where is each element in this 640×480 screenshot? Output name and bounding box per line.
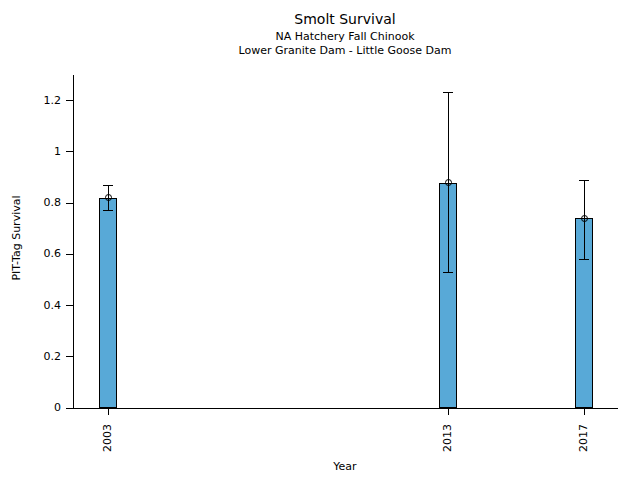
error-bar-cap-top <box>579 180 589 181</box>
chart-title: Smolt Survival <box>73 11 617 28</box>
y-axis-label: PIT-Tag Survival <box>10 158 24 318</box>
y-tick <box>66 305 73 306</box>
chart-subtitle-stock: NA Hatchery Fall Chinook <box>73 30 617 44</box>
value-marker <box>445 179 452 186</box>
y-tick <box>66 100 73 101</box>
error-bar-cap-top <box>103 185 113 186</box>
y-tick <box>66 151 73 152</box>
chart-subtitle-reach: Lower Granite Dam - Little Goose Dam <box>73 44 617 58</box>
x-tick <box>448 409 449 415</box>
value-marker <box>581 215 588 222</box>
survival-bar <box>99 198 117 408</box>
x-tick-label: 2013 <box>442 416 454 460</box>
x-tick <box>584 409 585 415</box>
y-tick-label: 0.4 <box>21 299 61 313</box>
x-tick-label: 2003 <box>102 416 114 460</box>
x-axis-label: Year <box>73 460 617 474</box>
y-tick-label: 1 <box>21 145 61 159</box>
y-tick <box>66 408 73 409</box>
y-tick-label: 0.6 <box>21 247 61 261</box>
y-tick <box>66 254 73 255</box>
y-tick-label: 0.8 <box>21 196 61 210</box>
y-tick-label: 0.2 <box>21 350 61 364</box>
y-tick-label: 1.2 <box>21 94 61 108</box>
smolt-survival-chart: Smolt Survival NA Hatchery Fall Chinook … <box>0 0 640 480</box>
plot-area: 00.20.40.60.811.2200320132017 <box>73 75 618 409</box>
x-tick-label: 2017 <box>578 416 590 460</box>
error-bar-cap-bottom <box>103 210 113 211</box>
y-tick <box>66 203 73 204</box>
y-tick <box>66 356 73 357</box>
error-bar-cap-bottom <box>443 272 453 273</box>
y-tick-label: 0 <box>21 401 61 415</box>
error-bar-cap-top <box>443 92 453 93</box>
x-tick <box>108 409 109 415</box>
value-marker <box>105 194 112 201</box>
error-bar-cap-bottom <box>579 259 589 260</box>
